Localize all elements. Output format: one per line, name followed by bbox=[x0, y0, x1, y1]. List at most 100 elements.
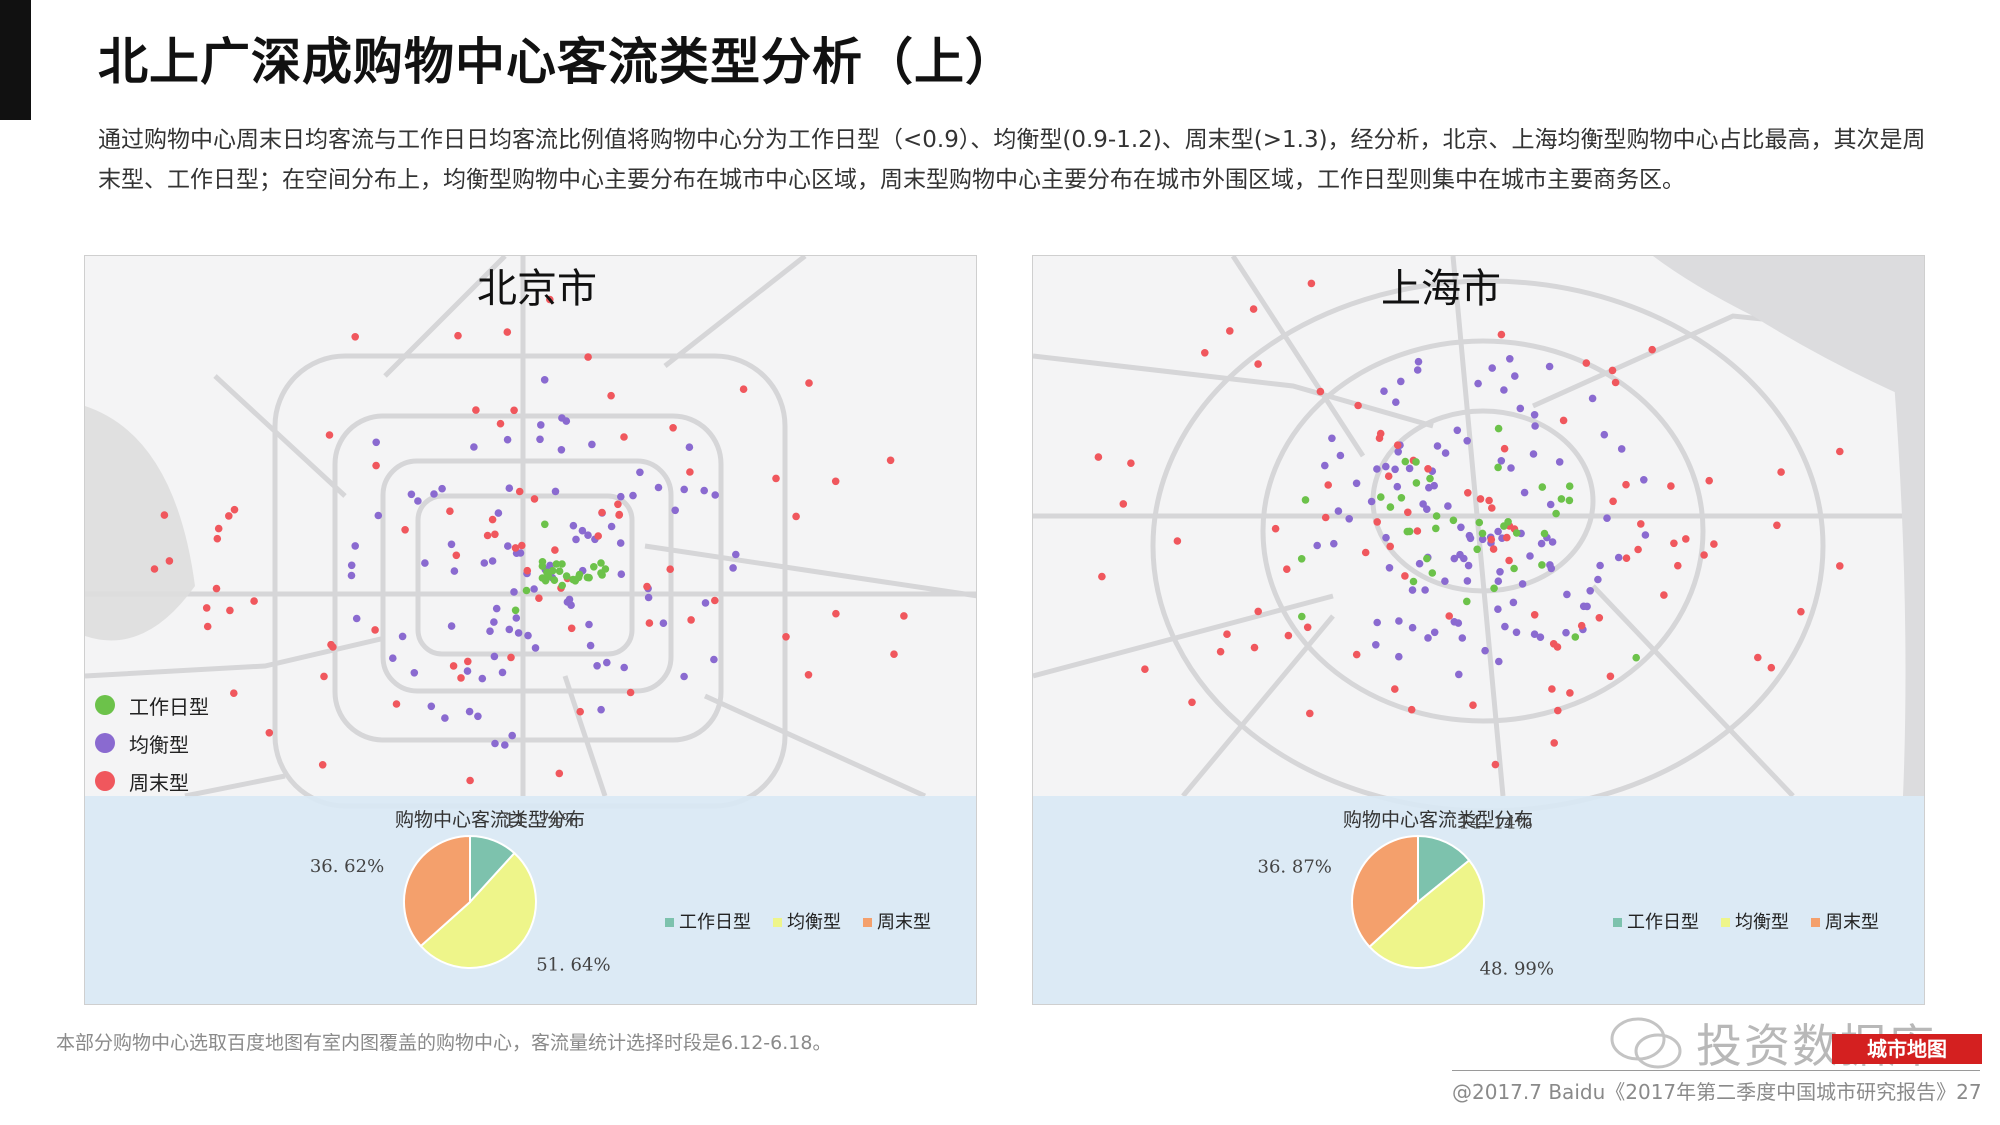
balanced-mall-point bbox=[514, 629, 523, 637]
balanced-mall-point bbox=[450, 567, 459, 575]
weekend-mall-point bbox=[643, 582, 651, 591]
balanced-mall-point bbox=[1391, 465, 1399, 474]
balanced-mall-point bbox=[1530, 630, 1539, 638]
weekend-mall-point bbox=[1548, 685, 1556, 693]
weekend-mall-point bbox=[212, 584, 221, 593]
weekend-mall-point bbox=[225, 512, 233, 520]
weekend-mall-point bbox=[1754, 653, 1762, 662]
weekend-mall-point bbox=[535, 594, 543, 602]
workday-mall-point bbox=[1538, 561, 1546, 569]
workday-mall-point bbox=[1412, 458, 1420, 466]
weekend-mall-point bbox=[1201, 349, 1209, 357]
workday-mall-point bbox=[1571, 633, 1580, 641]
pie-legend-label: 周末型 bbox=[877, 912, 931, 933]
weekend-mall-point bbox=[1284, 631, 1293, 640]
balanced-mall-point bbox=[447, 622, 456, 630]
weekend-mall-point bbox=[1705, 476, 1713, 485]
balanced-mall-point bbox=[478, 674, 487, 683]
logo-text: 城市地图 bbox=[1867, 1037, 1947, 1061]
weekend-mall-point bbox=[491, 530, 499, 539]
balanced-mall-point bbox=[490, 618, 498, 626]
wechat-icon bbox=[1610, 1017, 1682, 1069]
workday-mall-point bbox=[1428, 569, 1437, 577]
workday-mall-point bbox=[1478, 529, 1487, 538]
balanced-mall-point bbox=[1466, 534, 1475, 543]
weekend-mall-point bbox=[160, 511, 169, 519]
weekend-mall-point bbox=[226, 606, 234, 615]
pie-legend-label: 均衡型 bbox=[1735, 912, 1789, 933]
balanced-mall-point bbox=[1345, 515, 1353, 523]
workday-mall-point bbox=[558, 560, 566, 568]
balanced-mall-point bbox=[636, 468, 644, 477]
weekend-mall-point bbox=[401, 526, 409, 534]
balanced-mall-point bbox=[1408, 623, 1417, 632]
balanced-color-dot bbox=[95, 733, 115, 753]
beijing-terrain bbox=[85, 406, 195, 641]
shanghai-mall-points bbox=[1094, 279, 1844, 769]
workday-mall-point bbox=[1386, 503, 1395, 511]
weekend-mall-point bbox=[1777, 468, 1785, 476]
balanced-mall-point bbox=[351, 542, 360, 550]
weekend-mall-point bbox=[1577, 621, 1586, 630]
balanced-mall-point bbox=[438, 484, 446, 493]
workday-mall-point bbox=[597, 559, 605, 567]
weekend-mall-point bbox=[686, 468, 694, 476]
workday-mall-point bbox=[1405, 527, 1414, 536]
weekend-mall-point bbox=[669, 424, 677, 432]
balanced-mall-point bbox=[410, 669, 419, 677]
balanced-mall-point bbox=[1433, 442, 1442, 450]
workday-mall-point bbox=[1401, 457, 1410, 466]
weekend-mall-point bbox=[1836, 562, 1844, 570]
pie-data-label-workday: 11. 74% bbox=[504, 810, 578, 831]
balanced-mall-point bbox=[1594, 575, 1602, 584]
balanced-mall-point bbox=[1507, 464, 1515, 472]
workday-mall-point bbox=[1510, 564, 1518, 573]
weekend-mall-point bbox=[1700, 551, 1708, 559]
pie-title: 购物中心客流类型分布 bbox=[1343, 809, 1533, 831]
weekend-mall-point bbox=[900, 612, 908, 620]
balanced-mall-point bbox=[1481, 646, 1489, 655]
balanced-mall-point bbox=[1506, 355, 1514, 363]
weekend-mall-point bbox=[546, 295, 554, 304]
weekend-mall-point bbox=[1606, 672, 1615, 681]
pie-slice-balanced bbox=[419, 851, 537, 969]
pie-data-label-weekend: 36. 62% bbox=[310, 856, 384, 877]
weekend-mall-point bbox=[327, 640, 335, 649]
weekend-mall-point bbox=[1491, 760, 1500, 769]
balanced-mall-point bbox=[1458, 634, 1467, 642]
balanced-mall-point bbox=[551, 487, 560, 496]
weekend-mall-point bbox=[1559, 416, 1568, 425]
balanced-mall-point bbox=[1555, 458, 1564, 466]
weekend-mall-point bbox=[620, 433, 628, 441]
beijing-map-title: 北京市 bbox=[477, 266, 597, 312]
workday-mall-point bbox=[571, 577, 580, 585]
balanced-mall-point bbox=[578, 526, 587, 535]
balanced-mall-point bbox=[1408, 586, 1417, 594]
balanced-mall-point bbox=[1495, 657, 1503, 666]
weekend-mall-point bbox=[1386, 542, 1394, 551]
balanced-mall-point bbox=[1367, 497, 1376, 506]
balanced-mall-point bbox=[1530, 411, 1539, 419]
weekend-mall-point bbox=[1622, 554, 1631, 562]
balanced-mall-point bbox=[407, 490, 416, 499]
balanced-mall-point bbox=[1382, 533, 1390, 542]
weekend-mall-point bbox=[518, 541, 526, 550]
balanced-mall-point bbox=[557, 446, 566, 454]
balanced-mall-point bbox=[603, 658, 611, 667]
footer-divider bbox=[1452, 1070, 1980, 1071]
pie-legend-label: 工作日型 bbox=[1627, 912, 1699, 933]
balanced-mall-point bbox=[1415, 559, 1424, 568]
balanced-mall-point bbox=[1537, 539, 1546, 548]
balanced-mall-point bbox=[654, 483, 663, 492]
balanced-mall-point bbox=[1547, 564, 1556, 573]
weekend-mall-point bbox=[1303, 623, 1312, 632]
balanced-mall-point bbox=[505, 625, 514, 634]
balanced-mall-point bbox=[1441, 577, 1449, 585]
balanced-mall-point bbox=[659, 619, 668, 627]
weekend-mall-point bbox=[203, 622, 212, 631]
workday-mall-point bbox=[543, 568, 551, 577]
balanced-mall-point bbox=[1583, 602, 1591, 611]
balanced-mall-point bbox=[1454, 619, 1463, 627]
weekend-mall-point bbox=[1674, 561, 1682, 570]
shanghai-map-panel: 上海市 购物中心客流类型分布 14. 14% 48. 99% 36. 87% 工作日型 均… bbox=[1032, 255, 1925, 1005]
